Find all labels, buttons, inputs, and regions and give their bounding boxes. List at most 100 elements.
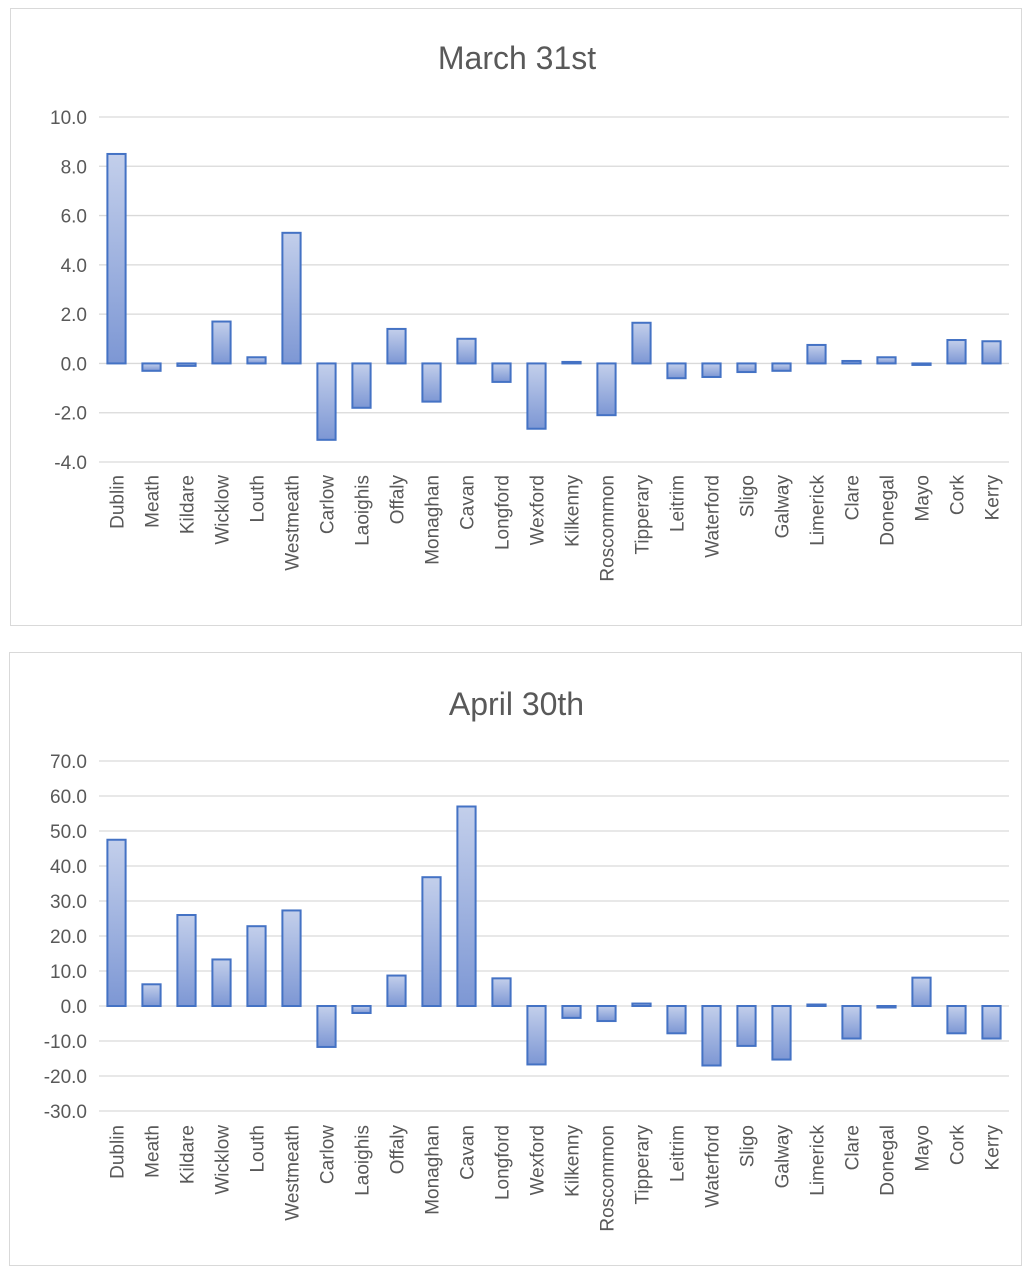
bar-mayo bbox=[911, 976, 932, 1007]
x-category-label: Carlow bbox=[318, 475, 339, 534]
y-tick-label: 0.0 bbox=[61, 997, 87, 1018]
bar-tipperary bbox=[631, 1002, 652, 1007]
bar-cavan bbox=[456, 805, 477, 1007]
x-category-label: Clare bbox=[843, 1125, 864, 1170]
x-category-label: Meath bbox=[143, 1125, 164, 1178]
x-category-label: Dublin bbox=[108, 1125, 129, 1179]
bar-offaly bbox=[386, 974, 407, 1007]
bar-leitrim bbox=[666, 362, 687, 380]
x-category-label: Offaly bbox=[388, 475, 409, 525]
x-category-label: Laoighis bbox=[353, 475, 374, 546]
y-tick-label: 20.0 bbox=[50, 927, 87, 948]
x-category-label: Westmeath bbox=[283, 1125, 304, 1221]
bar-longford bbox=[491, 977, 512, 1008]
bar-louth bbox=[246, 356, 267, 365]
x-category-label: Wexford bbox=[528, 475, 549, 545]
x-category-label: Waterford bbox=[703, 1125, 724, 1208]
bar-tipperary bbox=[631, 321, 652, 365]
bar-galway bbox=[771, 362, 792, 372]
bar-kerry bbox=[981, 1005, 1002, 1040]
bar-louth bbox=[246, 925, 267, 1008]
x-category-label: Waterford bbox=[703, 475, 724, 558]
bar-leitrim bbox=[666, 1005, 687, 1035]
bar-clare bbox=[841, 359, 862, 365]
y-tick-label: 40.0 bbox=[50, 857, 87, 878]
bar-dublin bbox=[106, 838, 127, 1007]
x-category-label: Kildare bbox=[178, 1125, 199, 1184]
bar-offaly bbox=[386, 327, 407, 365]
x-category-label: Cavan bbox=[458, 475, 479, 530]
x-category-label: Donegal bbox=[878, 1125, 899, 1196]
x-category-label: Cavan bbox=[458, 1125, 479, 1180]
y-tick-label: 10.0 bbox=[50, 108, 87, 129]
x-category-label: Louth bbox=[248, 1125, 269, 1173]
x-category-label: Galway bbox=[773, 1125, 794, 1189]
x-category-label: Leitrim bbox=[668, 1125, 689, 1182]
bar-waterford bbox=[701, 362, 722, 378]
x-category-label: Mayo bbox=[913, 1125, 934, 1171]
y-tick-label: -2.0 bbox=[54, 404, 87, 425]
x-category-label: Mayo bbox=[913, 475, 934, 521]
bar-roscommon bbox=[596, 362, 617, 417]
x-category-label: Longford bbox=[493, 1125, 514, 1200]
x-category-label: Wicklow bbox=[213, 1125, 234, 1195]
bar-wicklow bbox=[211, 320, 232, 365]
chart-title: March 31st bbox=[438, 40, 596, 76]
bar-kildare bbox=[176, 914, 197, 1007]
x-category-label: Limerick bbox=[808, 475, 829, 546]
y-tick-label: 70.0 bbox=[50, 752, 87, 773]
bar-limerick bbox=[806, 343, 827, 365]
x-category-label: Roscommon bbox=[598, 1125, 619, 1232]
bar-donegal bbox=[876, 356, 897, 365]
x-category-label: Kerry bbox=[983, 1125, 1004, 1171]
y-tick-label: -4.0 bbox=[54, 453, 87, 474]
x-category-label: Kilkenny bbox=[563, 475, 584, 547]
x-category-label: Sligo bbox=[738, 1125, 759, 1167]
y-tick-label: -30.0 bbox=[44, 1102, 87, 1123]
bar-meath bbox=[141, 362, 162, 372]
x-category-label: Monaghan bbox=[423, 475, 444, 565]
bar-galway bbox=[771, 1005, 792, 1061]
x-category-label: Dublin bbox=[108, 475, 129, 529]
y-tick-label: 10.0 bbox=[50, 962, 87, 983]
y-tick-label: 4.0 bbox=[61, 256, 87, 277]
chart-april-30th-svg: April 30th 70.0 60.0 50.0 40.0 30.0 20.0 10.0 0.… bbox=[44, 686, 1009, 1232]
x-category-label: Wicklow bbox=[213, 475, 234, 545]
x-category-label: Galway bbox=[773, 475, 794, 539]
chart-march-31st: March 31st 10.0 8.0 6.0 4.0 2.0 0.0 -2.0 -4.0 Dub… bbox=[10, 8, 1022, 626]
x-category-label: Louth bbox=[248, 475, 269, 523]
x-category-label: Tipperary bbox=[633, 475, 654, 555]
bar-longford bbox=[491, 362, 512, 383]
bar-westmeath bbox=[281, 231, 302, 365]
x-category-label: Offaly bbox=[388, 1125, 409, 1175]
x-category-label: Wexford bbox=[528, 1125, 549, 1195]
bar-kildare bbox=[176, 362, 197, 367]
chart-title: April 30th bbox=[449, 686, 584, 722]
y-tick-label: -10.0 bbox=[44, 1032, 87, 1053]
y-tick-label: 30.0 bbox=[50, 892, 87, 913]
x-category-label: Kildare bbox=[178, 475, 199, 534]
x-category-label: Kerry bbox=[983, 475, 1004, 521]
bar-mayo bbox=[911, 362, 932, 366]
x-category-label: Westmeath bbox=[283, 475, 304, 571]
x-category-label: Limerick bbox=[808, 1125, 829, 1196]
x-category-label: Meath bbox=[143, 475, 164, 528]
y-tick-label: 60.0 bbox=[50, 787, 87, 808]
bar-sligo bbox=[736, 362, 757, 374]
x-category-label: Cork bbox=[948, 475, 969, 516]
bar-monaghan bbox=[421, 362, 442, 403]
bar-laoighis bbox=[351, 1005, 372, 1014]
bar-dublin bbox=[106, 152, 127, 365]
x-category-label: Laoighis bbox=[353, 1125, 374, 1196]
x-category-label: Donegal bbox=[878, 475, 899, 546]
bar-cork bbox=[946, 1005, 967, 1035]
x-category-label: Roscommon bbox=[598, 475, 619, 582]
bar-wexford bbox=[526, 1005, 547, 1066]
x-category-label: Monaghan bbox=[423, 1125, 444, 1215]
bar-meath bbox=[141, 983, 162, 1007]
x-category-label: Cork bbox=[948, 1125, 969, 1166]
bar-carlow bbox=[316, 362, 337, 441]
bar-kerry bbox=[981, 340, 1002, 365]
y-tick-label: 50.0 bbox=[50, 822, 87, 843]
x-category-label: Clare bbox=[843, 475, 864, 520]
